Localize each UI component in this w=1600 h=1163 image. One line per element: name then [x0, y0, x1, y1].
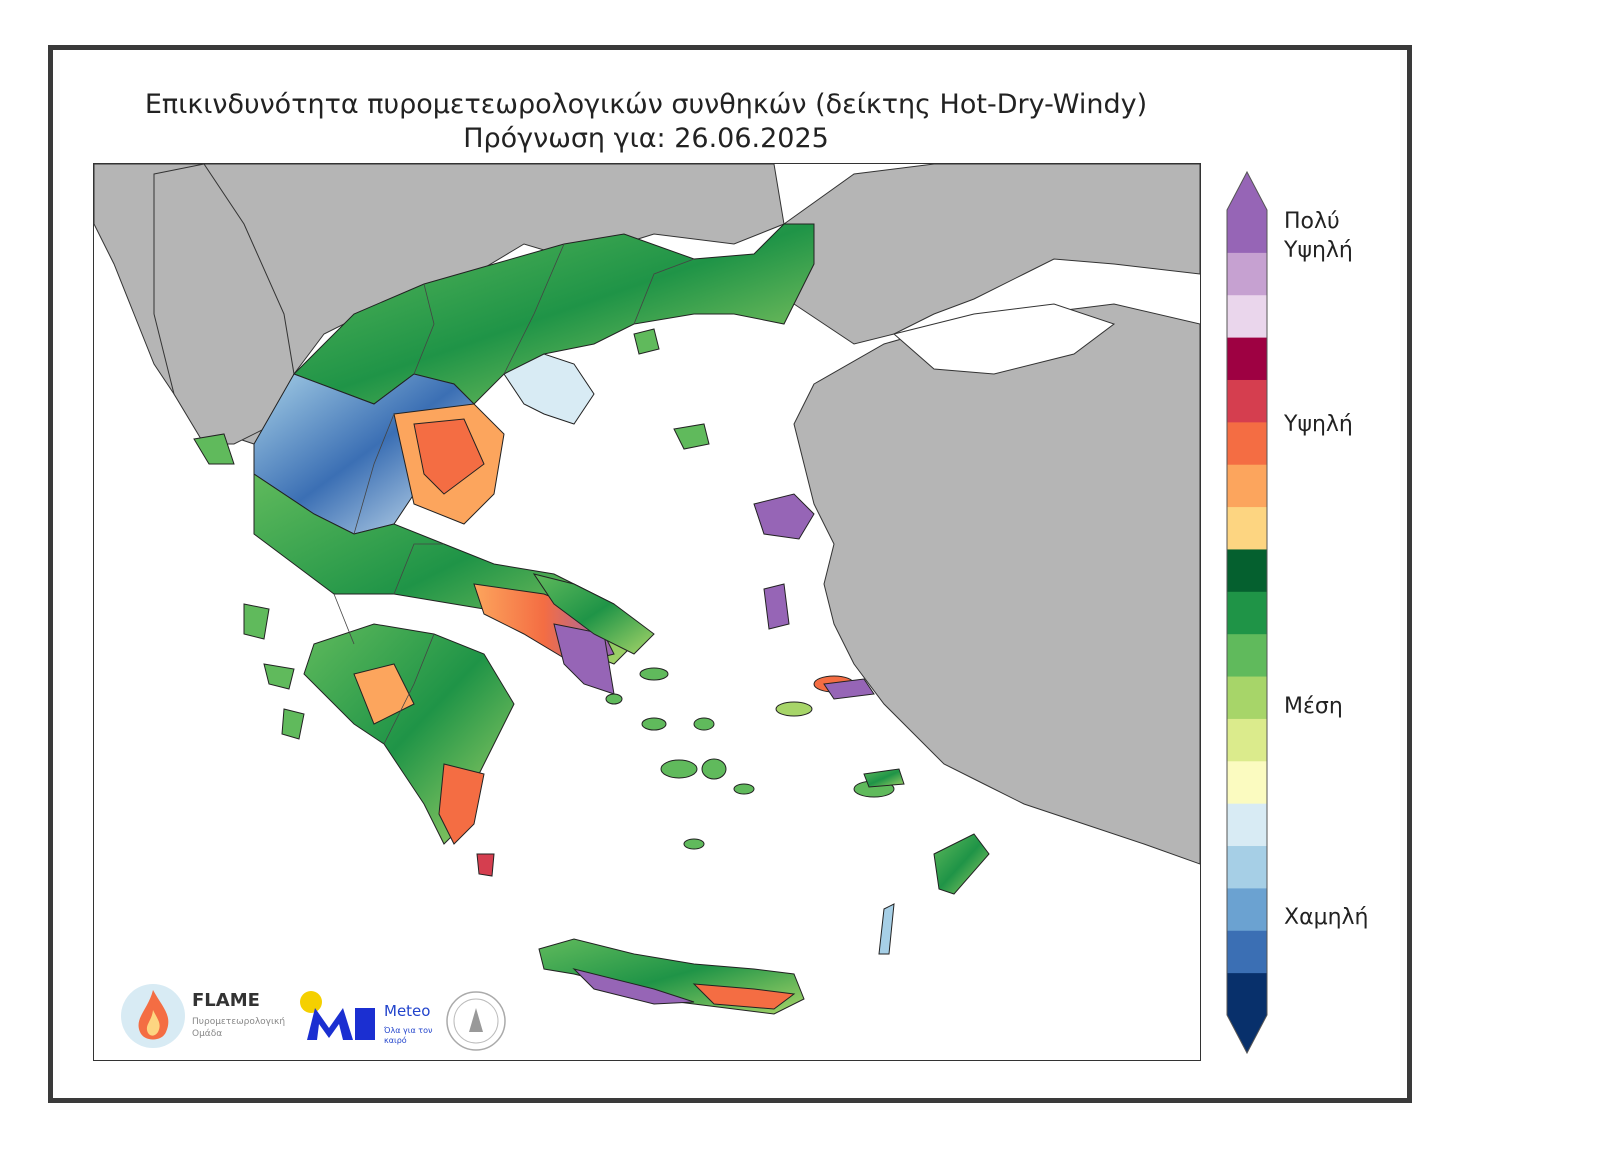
colorbar-segment: [1227, 760, 1267, 804]
meteo-name: Meteo: [384, 1002, 431, 1020]
karpathos-island: [878, 903, 895, 955]
colorbar-segment: [1227, 718, 1267, 762]
legend-label-low: Χαμηλή: [1284, 905, 1369, 930]
greece-mainland: [253, 223, 815, 845]
colorbar-segment: [1227, 337, 1267, 380]
evia-island: [532, 573, 655, 655]
chios-island: [763, 583, 790, 630]
regional-borders: [333, 243, 695, 745]
colorbar-segment: [1227, 591, 1267, 635]
lesvos-island: [753, 493, 815, 540]
colorbar-segment: [1227, 930, 1267, 974]
legend-label-medium: Μέση: [1284, 694, 1343, 719]
colorbar-segment: [1227, 464, 1267, 508]
lemnos-island: [673, 423, 710, 450]
crete-island: [538, 938, 805, 1015]
legend-label-very-high-line2: Υψηλή: [1284, 238, 1353, 263]
forecast-date: Πρόγνωση για: 26.06.2025: [463, 123, 829, 154]
colorbar-segment: [1227, 972, 1267, 1016]
colorbar-segment: [1227, 294, 1267, 338]
university-seal-icon: [446, 991, 506, 1051]
marmara-sea: [892, 303, 1116, 375]
flame-name: FLAME: [192, 990, 260, 1011]
legend-label-very-high-line1: Πολύ: [1284, 209, 1340, 234]
colorbar-segment: [1227, 887, 1267, 931]
colorbar-segment: [1227, 676, 1267, 719]
neighbour-land: [94, 164, 1200, 865]
map-svg: [94, 164, 1200, 1015]
kos-island: [863, 768, 905, 788]
cyclades-islands: [605, 667, 895, 850]
colorbar-segment: [1227, 548, 1267, 592]
flame-subtitle: Πυρομετεωρολογική Ομάδα: [192, 1017, 286, 1039]
colorbar-top-extension: [1227, 172, 1267, 210]
colorbar-segment: [1227, 252, 1267, 296]
colorbar-segment: [1227, 379, 1267, 423]
colorbar-segment: [1227, 506, 1267, 550]
colorbar-segment: [1227, 845, 1267, 889]
flame-logo: [121, 984, 185, 1048]
thasos-island: [633, 328, 660, 355]
colorbar-segment: [1227, 210, 1267, 253]
map-panel: [93, 163, 1201, 1061]
colorbar-segment: [1227, 633, 1267, 677]
rhodes-island: [933, 833, 990, 895]
meteo-subtitle: Όλα για τον καιρό: [384, 1026, 433, 1045]
map-title: Επικινδυνότητα πυρομετεωρολογικών συνθηκ…: [144, 89, 1148, 120]
ionian-islands: [193, 433, 495, 877]
colorbar-segment: [1227, 803, 1267, 847]
samos-island: [823, 678, 875, 700]
colorbar-outline: [1226, 170, 1268, 1055]
legend-label-high: Υψηλή: [1284, 412, 1353, 437]
colorbar: [1226, 170, 1268, 1055]
meteo-logo: [300, 991, 375, 1040]
colorbar-bottom-extension: [1227, 1015, 1267, 1053]
colorbar-segment: [1227, 421, 1267, 465]
